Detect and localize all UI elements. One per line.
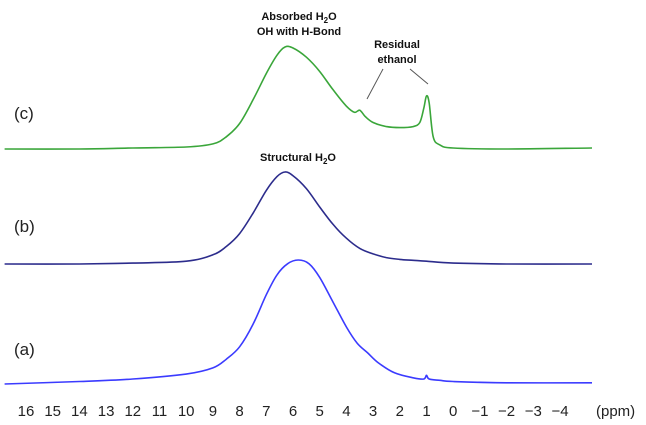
x-tick-label: 15 [44,403,61,420]
x-tick-label: 4 [342,403,350,420]
x-tick-label: 6 [289,403,297,420]
spectra-traces [4,45,593,385]
x-tick-label: 8 [235,403,243,420]
annotation-residual: Residual [374,39,420,51]
x-tick-label: −1 [471,403,488,420]
x-tick-label: 7 [262,403,270,420]
x-tick-label: −2 [498,403,515,420]
trace-labels: (c) (b) (a) [14,104,35,359]
x-tick-label: −3 [525,403,542,420]
x-tick-label: 13 [98,403,115,420]
peak-annotations: Absorbed H2O OH with H-Bond Residual eth… [257,11,429,166]
annotation-pointer-left [366,68,384,100]
trace-label-b: (b) [14,217,35,236]
annotation-ethanol: ethanol [377,54,416,66]
x-tick-label: 14 [71,403,88,420]
x-tick-label: 12 [124,403,141,420]
trace-label-a: (a) [14,340,35,359]
x-tick-label: −4 [551,403,568,420]
x-axis-label: (ppm) [596,403,635,420]
x-tick-label: 5 [316,403,324,420]
x-tick-label: 11 [152,403,168,420]
spectrum-line-a [4,259,593,385]
trace-label-c: (c) [14,104,34,123]
x-tick-label: 0 [449,403,457,420]
spectrum-line-c [4,45,593,150]
spectrum-line-b [4,171,593,265]
annotation-oh-hbond: OH with H-Bond [257,26,341,38]
x-tick-label: 16 [18,403,35,420]
x-tick-label: 9 [209,403,217,420]
x-tick-label: 2 [396,403,404,420]
x-tick-label: 1 [422,403,430,420]
x-tick-label: 10 [178,403,195,420]
annotation-structural-water: Structural H2O [260,152,336,166]
x-axis: 16 15 14 13 12 11 10 9 8 7 6 5 4 3 2 1 0 −1 −2 −3 −4 [18,403,569,420]
annotation-absorbed-water: Absorbed H2O [261,11,337,25]
x-tick-label: 3 [369,403,377,420]
annotation-pointer-right [409,68,429,85]
